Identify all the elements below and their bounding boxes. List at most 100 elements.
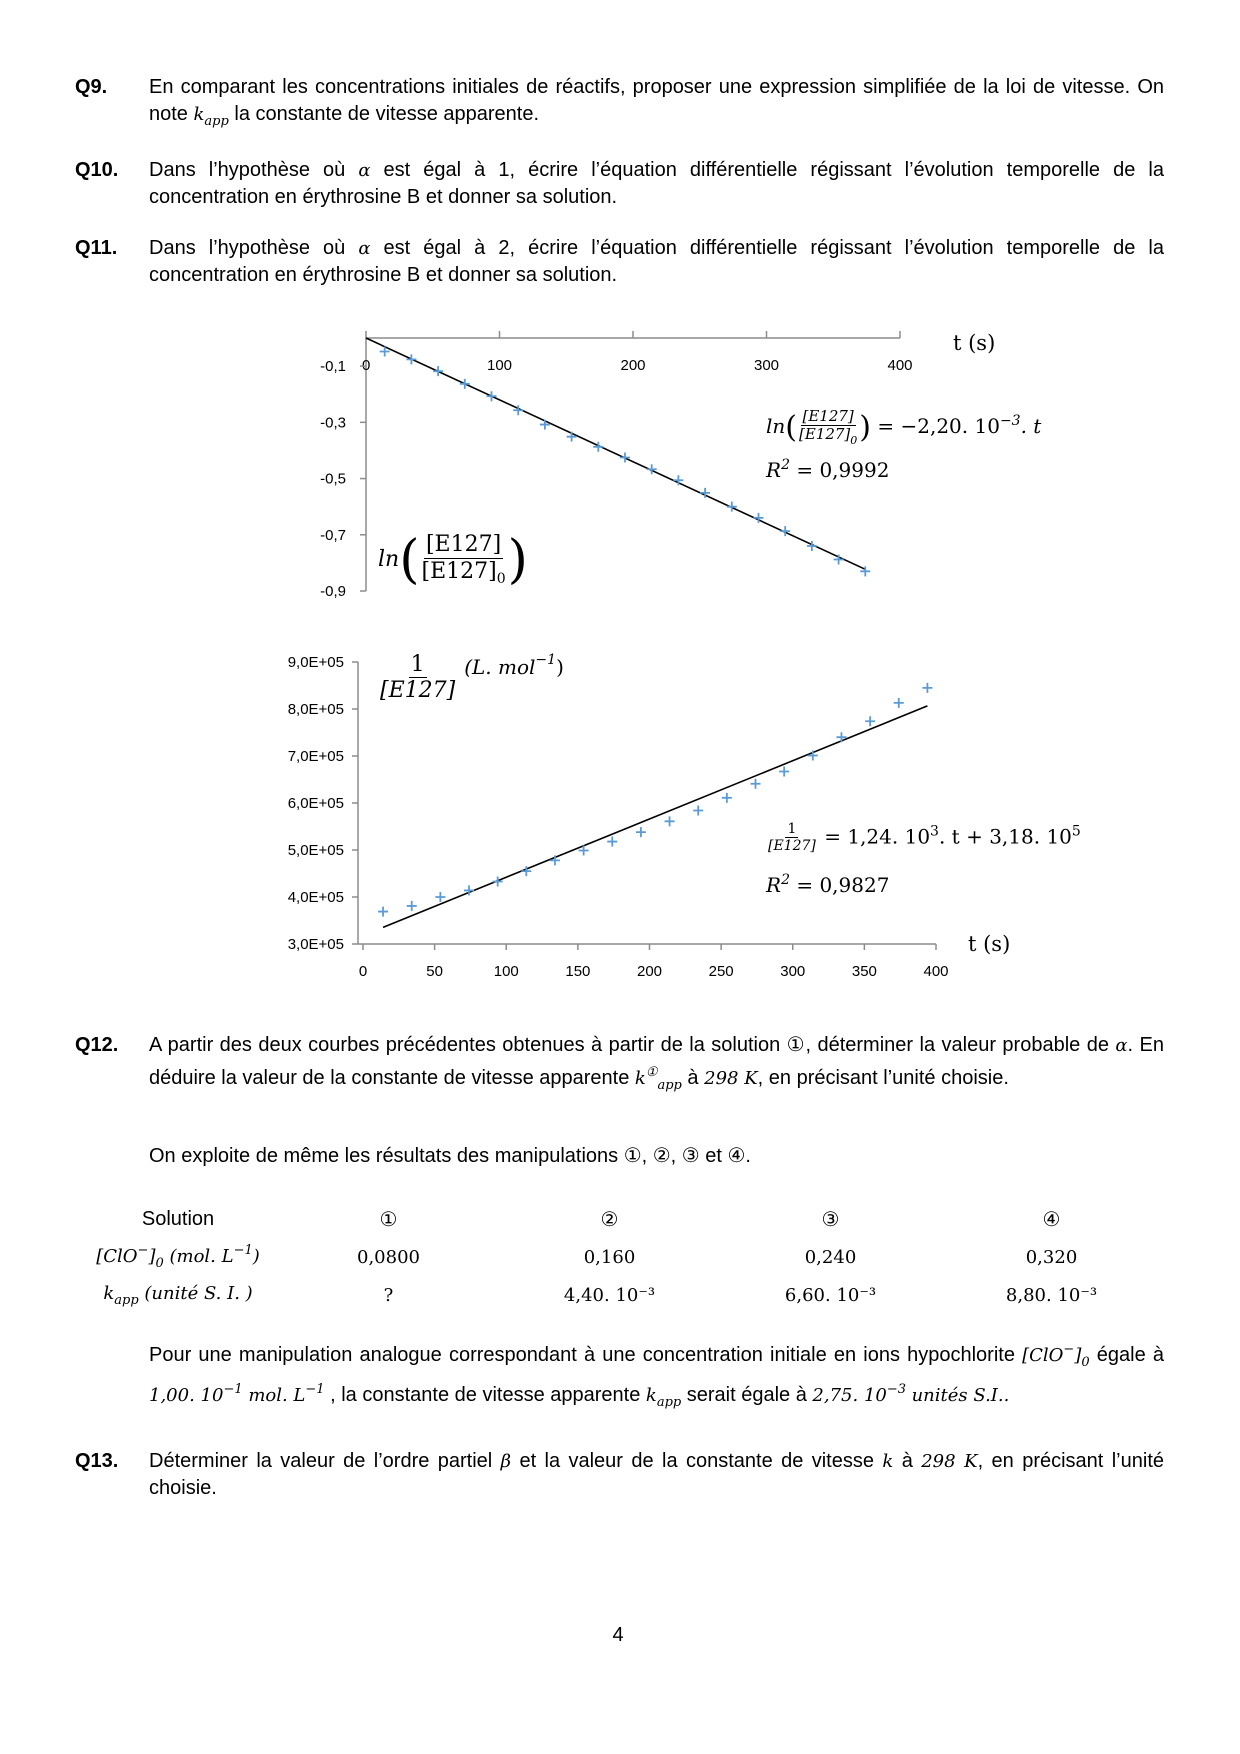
chart2-equation: 1 [E127] = 1,24. 103. t + 3,18. 105 — [766, 821, 1081, 854]
math-run: (unité S. I. ) — [138, 1283, 253, 1304]
data-point-marker — [721, 792, 732, 803]
data-point-marker — [513, 405, 524, 416]
data-point-marker — [566, 431, 577, 442]
cell: 8,80. 10⁻³ — [1005, 1284, 1098, 1306]
question-label: Q11. — [75, 237, 118, 259]
text-run: est égal à 2, écrire l’équation différen… — [149, 237, 1164, 286]
ylabel-fn: ln — [378, 547, 400, 572]
data-point-marker — [486, 391, 497, 402]
math-run: −1 — [305, 1382, 325, 1397]
math-run: − — [1063, 1342, 1075, 1357]
question-text: Dans l’hypothèse où α est égal à 1, écri… — [149, 157, 1164, 211]
y-tick-label: -0,3 — [320, 414, 346, 431]
math-run: ① — [645, 1065, 658, 1080]
y-tick-label: 8,0E+05 — [288, 701, 344, 718]
data-point-marker — [750, 778, 761, 789]
math-run: [ClO — [1022, 1345, 1064, 1366]
x-tick-label: 200 — [620, 357, 645, 374]
data-point-marker — [780, 526, 791, 537]
question-q12: Q12. A partir des deux courbes précédent… — [75, 1032, 1164, 1099]
table-row: kapp (unité S. I. ) ? 4,40. 10⁻³ 6,60. 1… — [78, 1276, 1162, 1314]
paragraph-hypochlorite: Pour une manipulation analogue correspon… — [75, 1336, 1164, 1416]
row-label: kapp (unité S. I. ) — [78, 1276, 278, 1314]
text-run: . En déduire la valeur de la constante d… — [149, 1034, 1165, 1089]
y-tick-label: -0,5 — [320, 471, 346, 488]
data-point-marker — [753, 512, 764, 523]
data-point-marker — [726, 501, 737, 512]
x-tick-label: 350 — [852, 963, 877, 980]
text-run: Déterminer la valeur de l’ordre partiel — [149, 1450, 501, 1472]
data-point-marker — [406, 900, 417, 911]
charts: 0 100 200 300 400-0,1-0,3-0,5-0,7-0,90 50 100 1… — [288, 331, 949, 980]
text-run: serait égale à — [681, 1384, 813, 1406]
x-tick-label: 100 — [487, 357, 512, 374]
math-run: [ClO — [96, 1246, 138, 1267]
question-q11: Q11. Dans l’hypothèse où α est égal à 2,… — [75, 235, 1164, 289]
intro-paragraph: On exploite de même les résultats des ma… — [149, 1143, 1164, 1170]
r2-sup: 2 — [781, 872, 790, 888]
ylabel-den-sub: 0 — [496, 570, 506, 587]
question-text: En comparant les concentrations initiale… — [149, 74, 1164, 135]
cell: 0,0800 — [357, 1246, 420, 1268]
y-tick-label: 6,0E+05 — [288, 795, 344, 812]
question-label: Q10. — [75, 159, 119, 181]
data-point-marker — [779, 766, 790, 777]
math-run: ] — [148, 1246, 156, 1267]
data-point-marker — [435, 892, 446, 902]
math-run: α — [358, 238, 371, 259]
x-tick-label: 0 — [359, 963, 367, 980]
question-label: Q12. — [75, 1034, 119, 1056]
math-run: 1,00. 10 — [149, 1385, 224, 1406]
chart1-xlabel: t (s) — [953, 331, 996, 355]
eq-rhs-sup: −3 — [999, 413, 1021, 430]
text-run: à — [893, 1450, 922, 1472]
paragraph-text: Pour une manipulation analogue correspon… — [149, 1336, 1164, 1416]
chart2-xlabel: t (s) — [968, 932, 1011, 956]
text-run: égale à — [1089, 1344, 1165, 1366]
eq-den-sub: 0 — [850, 433, 858, 447]
y-tick-label: 9,0E+05 — [288, 654, 344, 671]
math-run: α — [1115, 1035, 1128, 1056]
x-tick-label: 250 — [709, 963, 734, 980]
text-run: est égal à 1, écrire l’équation différen… — [149, 159, 1164, 208]
eq-rhs-sup2: 5 — [1071, 823, 1081, 840]
header-col: ④ — [1042, 1208, 1061, 1231]
question-text: Dans l’hypothèse où α est égal à 2, écri… — [149, 235, 1164, 289]
math-run: k — [645, 1385, 657, 1406]
text-run: Dans l’hypothèse où — [149, 159, 359, 181]
question-q9: Q9. En comparant les concentrations init… — [75, 74, 1164, 135]
header-col: ① — [379, 1208, 398, 1231]
data-point-marker — [492, 876, 503, 887]
question-q13: Q13. Déterminer la valeur de l’ordre par… — [75, 1448, 1164, 1502]
chart2-r2: R2 = 0,9827 — [766, 872, 889, 897]
header-label: Solution — [141, 1207, 215, 1230]
table-row: [ClO−]0 (mol. L−1) 0,0800 0,160 0,240 0,… — [78, 1238, 1162, 1276]
x-tick-label: 300 — [780, 963, 805, 980]
question-text: A partir des deux courbes précédentes ob… — [149, 1032, 1164, 1099]
math-run: 298 K — [921, 1451, 978, 1472]
cell: 6,60. 10⁻³ — [784, 1284, 877, 1306]
text-run: à — [681, 1067, 705, 1089]
text-run: Dans l’hypothèse où — [149, 237, 359, 259]
data-point-marker — [619, 452, 630, 463]
data-point-marker — [664, 816, 675, 827]
data-point-marker — [833, 554, 844, 565]
x-tick-label: 50 — [426, 963, 443, 980]
data-point-marker — [607, 836, 618, 847]
eq-num: [E127] — [800, 407, 856, 426]
text-run: Pour une manipulation analogue correspon… — [149, 1344, 1023, 1366]
header-col: ③ — [821, 1208, 840, 1231]
y-tick-label: -0,9 — [320, 583, 346, 600]
text-run: , la constante de vitesse apparente — [324, 1384, 646, 1406]
x-tick-label: 150 — [565, 963, 590, 980]
data-point-marker — [464, 885, 475, 896]
math-run: −1 — [233, 1243, 253, 1258]
math-run: app — [204, 114, 229, 129]
math-run: app — [114, 1293, 139, 1308]
chart1-ylabel: ln([E127] [E127]0) — [378, 530, 528, 590]
data-point-marker — [806, 541, 817, 552]
text-run: A partir des deux courbes précédentes ob… — [149, 1034, 1116, 1056]
math-run: k — [103, 1283, 115, 1304]
math-run: β — [500, 1451, 512, 1472]
data-point-marker — [836, 732, 847, 743]
